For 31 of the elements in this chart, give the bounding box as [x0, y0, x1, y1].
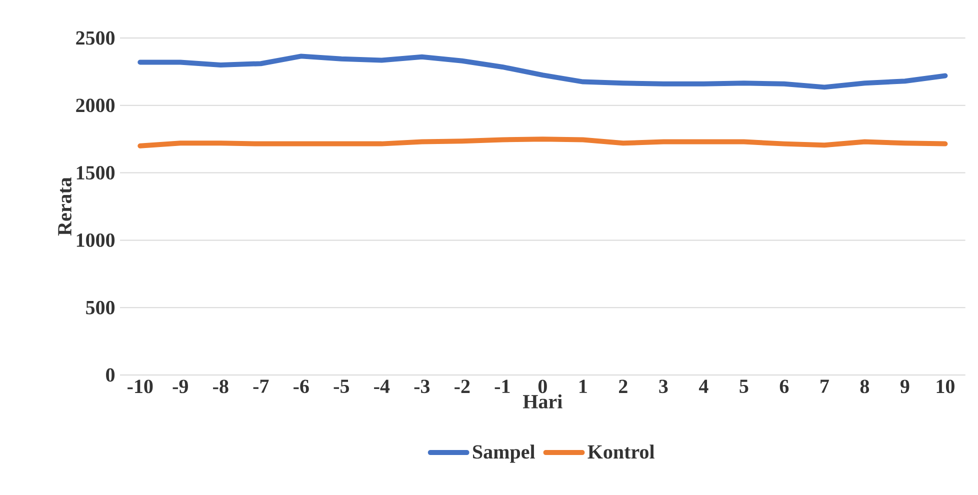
x-tick-label: 8: [860, 380, 870, 394]
y-tick-label: 2500: [76, 31, 115, 45]
x-tick-label: -7: [253, 380, 269, 393]
legend-label: Kontrol: [588, 444, 654, 459]
x-tick-label: 5: [740, 380, 748, 393]
x-tick-label: -9: [172, 380, 188, 394]
legend-label: Sampel: [473, 444, 535, 463]
y-tick-label: 2000: [76, 98, 115, 112]
y-tick-label: 0: [106, 368, 115, 382]
x-tick-label: -2: [454, 380, 470, 393]
x-tick-label: -4: [374, 380, 390, 393]
x-axis-title: Hari: [523, 394, 562, 408]
x-tick-label: 4: [698, 380, 708, 393]
x-tick-label: 1: [580, 380, 587, 393]
x-tick-label: -10: [128, 380, 153, 394]
x-tick-label: 3: [659, 380, 668, 394]
y-tick-label: 1000: [76, 233, 115, 247]
x-tick-label: -3: [414, 380, 430, 394]
x-tick-label: 9: [900, 380, 910, 394]
y-tick-label: 1500: [76, 166, 115, 180]
x-tick-label: 7: [820, 380, 829, 393]
x-tick-label: 10: [936, 380, 954, 394]
x-tick-label: -5: [334, 380, 349, 393]
x-tick-label: 2: [619, 380, 628, 393]
y-tick-label: 500: [86, 300, 115, 314]
x-tick-label: 0: [538, 380, 547, 394]
x-tick-label: 6: [780, 380, 789, 394]
x-tick-label: -6: [294, 380, 309, 394]
x-tick-label: -8: [213, 380, 228, 394]
y-axis-title: Rerata: [58, 177, 72, 236]
x-tick-label: -1: [494, 380, 510, 393]
